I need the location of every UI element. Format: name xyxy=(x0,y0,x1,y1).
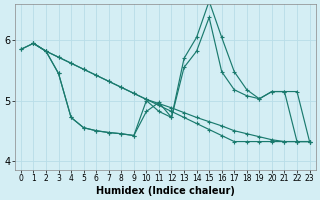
X-axis label: Humidex (Indice chaleur): Humidex (Indice chaleur) xyxy=(96,186,235,196)
